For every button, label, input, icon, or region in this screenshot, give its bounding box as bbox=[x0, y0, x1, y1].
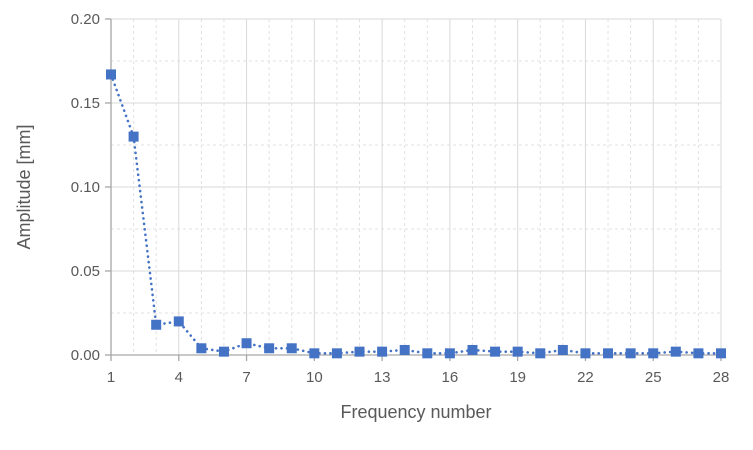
y-tick-label: 0.20 bbox=[71, 11, 100, 28]
x-tick-label: 1 bbox=[107, 369, 115, 386]
data-point-marker bbox=[557, 344, 568, 355]
data-point-marker bbox=[286, 343, 297, 354]
data-point-marker bbox=[377, 346, 388, 357]
data-point-marker bbox=[467, 344, 478, 355]
data-point-marker bbox=[241, 338, 252, 349]
data-point-marker bbox=[264, 343, 275, 354]
data-point-marker bbox=[625, 348, 636, 359]
y-tick-label: 0.10 bbox=[71, 179, 100, 196]
data-point-marker bbox=[490, 346, 501, 357]
y-tick-label: 0.15 bbox=[71, 95, 100, 112]
data-point-marker bbox=[399, 344, 410, 355]
data-point-marker bbox=[648, 348, 659, 359]
data-point-marker bbox=[512, 346, 523, 357]
x-tick-label: 4 bbox=[175, 369, 183, 386]
data-point-marker bbox=[422, 348, 433, 359]
data-point-marker bbox=[354, 346, 365, 357]
series-line bbox=[109, 73, 723, 355]
data-point-marker bbox=[693, 348, 704, 359]
x-tick-label: 13 bbox=[374, 369, 391, 386]
data-point-marker bbox=[106, 69, 116, 80]
data-point-marker bbox=[444, 348, 455, 359]
x-tick-label: 7 bbox=[242, 369, 250, 386]
x-tick-label: 10 bbox=[306, 369, 323, 386]
data-point-marker bbox=[218, 346, 229, 357]
data-point-marker bbox=[580, 348, 591, 359]
data-point-marker bbox=[535, 348, 546, 359]
data-point-marker bbox=[196, 343, 207, 354]
data-point-marker bbox=[173, 316, 184, 327]
data-point-marker bbox=[670, 346, 681, 357]
data-point-marker bbox=[603, 348, 614, 359]
data-point-marker bbox=[331, 348, 342, 359]
data-point-marker bbox=[309, 348, 320, 359]
x-tick-label: 25 bbox=[645, 369, 662, 386]
data-point-marker bbox=[128, 131, 139, 142]
x-tick-label: 22 bbox=[577, 369, 594, 386]
x-tick-label: 19 bbox=[509, 369, 526, 386]
x-tick-label: 16 bbox=[442, 369, 459, 386]
x-tick-label: 28 bbox=[713, 369, 730, 386]
y-tick-label: 0.00 bbox=[71, 347, 100, 364]
x-axis-title: Frequency number bbox=[340, 402, 492, 422]
y-tick-label: 0.05 bbox=[71, 263, 100, 280]
data-point-marker bbox=[151, 319, 162, 330]
data-point-marker bbox=[716, 348, 726, 359]
